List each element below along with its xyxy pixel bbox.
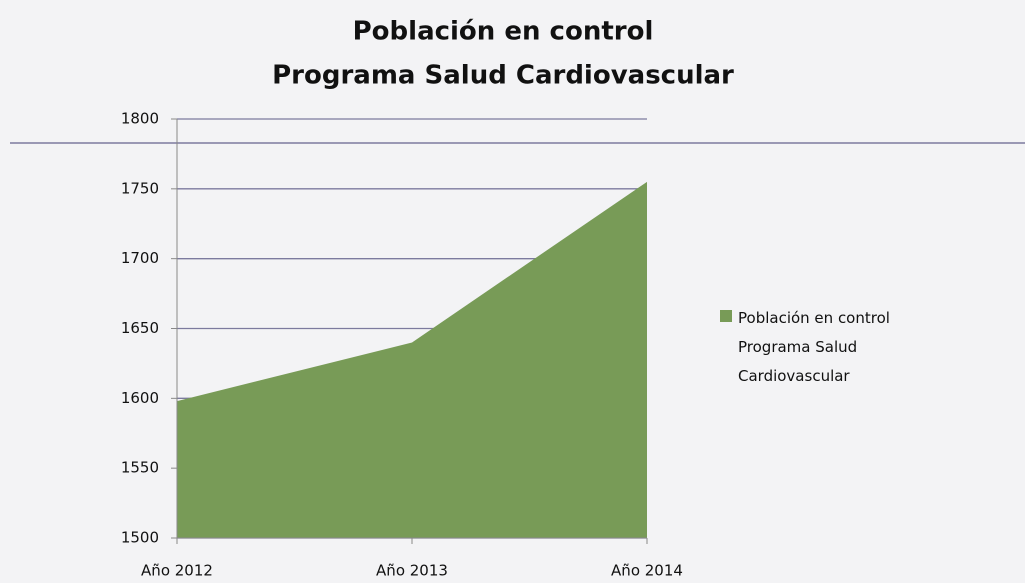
area	[177, 181, 647, 538]
x-tick-label: Año 2013	[376, 562, 448, 580]
y-tick-label: 1750	[121, 179, 159, 197]
y-tick-label: 1800	[121, 110, 159, 128]
chart-title: Población en control	[353, 17, 654, 47]
chart-title: Programa Salud Cardiovascular	[272, 61, 734, 91]
y-tick-label: 1550	[121, 459, 159, 477]
legend-label: Población en control Programa Salud Card…	[738, 309, 890, 385]
y-tick-label: 1500	[121, 529, 159, 547]
y-tick-label: 1650	[121, 319, 159, 337]
y-tick-label: 1600	[121, 389, 159, 407]
y-tick-label: 1700	[121, 249, 159, 267]
x-tick-label: Año 2012	[141, 562, 213, 580]
x-tick-label: Año 2014	[611, 562, 683, 580]
legend-swatch	[720, 310, 732, 322]
